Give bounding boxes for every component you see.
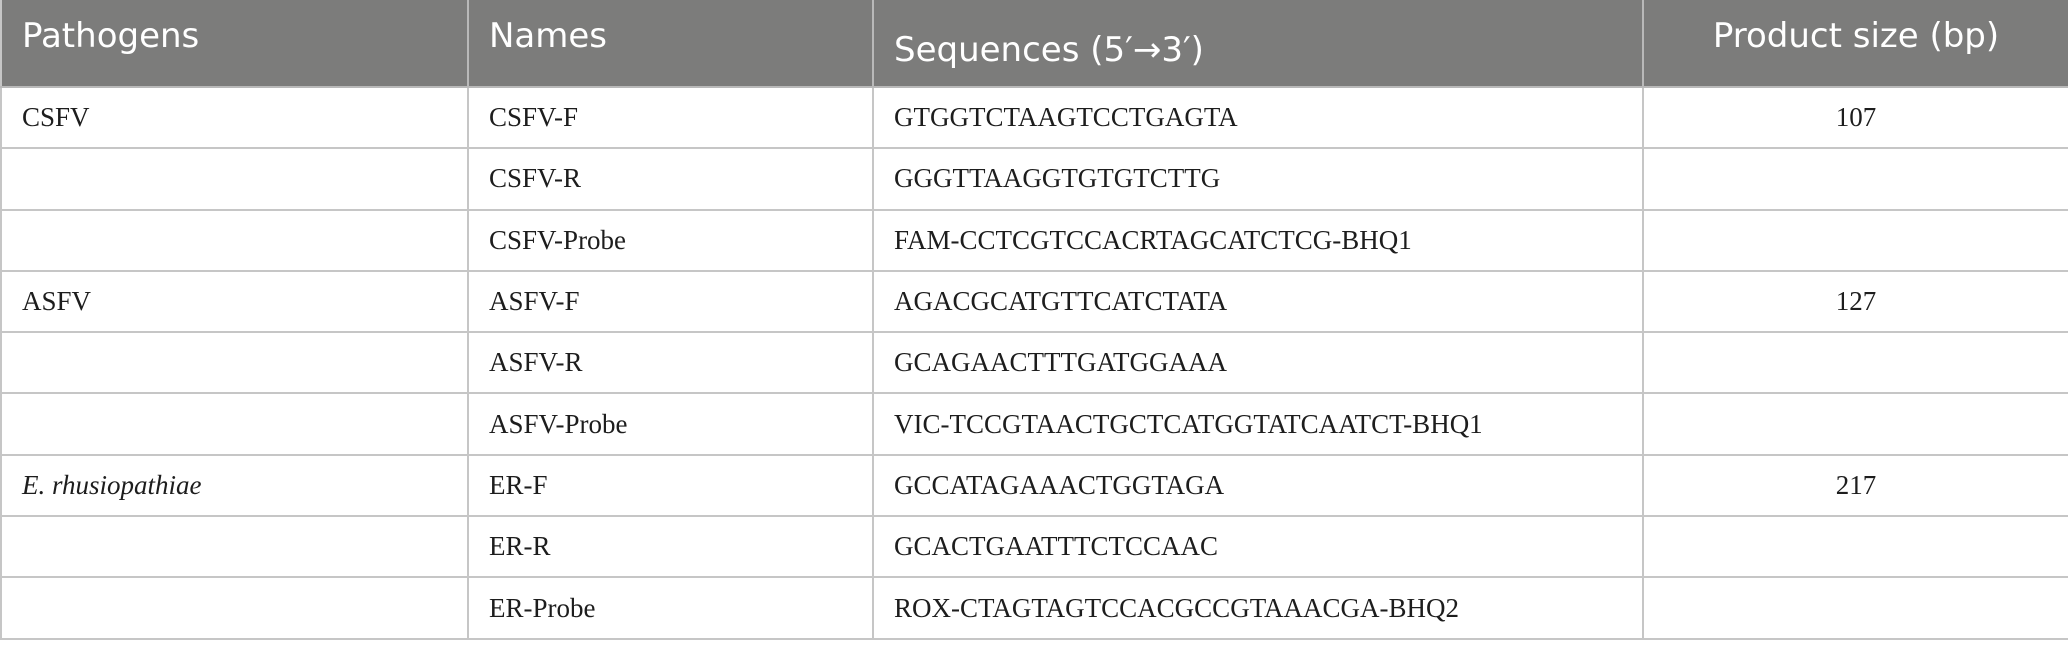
primer-table: Pathogens Names Sequences (5′→3′) Produc… <box>0 0 2068 640</box>
product-size-cell: 127 <box>1642 269 2068 334</box>
product-size-cell <box>1642 147 2068 211</box>
product-size-cell: 107 <box>1642 85 2068 150</box>
primer-name-cell: ER-R <box>467 515 874 579</box>
product-size-cell <box>1642 331 2068 395</box>
primer-name-cell: CSFV-R <box>467 147 874 211</box>
sequence-cell: GCAGAACTTTGATGGAAA <box>872 331 1644 395</box>
table-row: CSFV-Probe FAM-CCTCGTCCACRTAGCATCTCG-BHQ… <box>0 208 2068 272</box>
pathogen-cell <box>0 331 469 395</box>
primer-name-cell: ASFV-R <box>467 331 874 395</box>
sequence-cell: VIC-TCCGTAACTGCTCATGGTATCAATCT-BHQ1 <box>872 392 1644 456</box>
product-size-cell: 217 <box>1642 453 2068 518</box>
primer-name-cell: ASFV-Probe <box>467 392 874 456</box>
header-sequences: Sequences (5′→3′) <box>873 0 1644 88</box>
table-row: ASFV ASFV-F AGACGCATGTTCATCTATA 127 <box>0 269 2068 334</box>
table-row: ASFV-Probe VIC-TCCGTAACTGCTCATGGTATCAATC… <box>0 392 2068 456</box>
header-product-size: Product size (bp) <box>1643 0 2068 88</box>
pathogen-cell <box>0 515 469 579</box>
product-size-cell <box>1642 392 2068 456</box>
table-row: ER-Probe ROX-CTAGTAGTCCACGCCGTAAACGA-BHQ… <box>0 576 2068 640</box>
product-size-cell <box>1642 515 2068 579</box>
table-header: Pathogens Names Sequences (5′→3′) Produc… <box>1 0 2068 88</box>
table-row: CSFV CSFV-F GTGGTCTAAGTCCTGAGTA 107 <box>0 85 2068 150</box>
pathogen-cell <box>0 576 469 640</box>
sequence-cell: GGGTTAAGGTGTGTCTTG <box>872 147 1644 211</box>
pathogen-cell: ASFV <box>0 269 469 334</box>
header-pathogens: Pathogens <box>1 0 469 88</box>
sequence-cell: GCCATAGAAACTGGTAGA <box>872 453 1644 518</box>
table-row: E. rhusiopathiae ER-F GCCATAGAAACTGGTAGA… <box>0 453 2068 518</box>
sequence-cell: GCACTGAATTTCTCCAAC <box>872 515 1644 579</box>
pathogen-cell <box>0 392 469 456</box>
table-body: CSFV CSFV-F GTGGTCTAAGTCCTGAGTA 107 CSFV… <box>0 85 2068 640</box>
table-row: ASFV-R GCAGAACTTTGATGGAAA <box>0 331 2068 395</box>
sequence-cell: ROX-CTAGTAGTCCACGCCGTAAACGA-BHQ2 <box>872 576 1644 640</box>
product-size-cell <box>1642 576 2068 640</box>
pathogen-cell <box>0 147 469 211</box>
product-size-cell <box>1642 208 2068 272</box>
sequence-cell: AGACGCATGTTCATCTATA <box>872 269 1644 334</box>
pathogen-cell: CSFV <box>0 85 469 150</box>
sequence-cell: FAM-CCTCGTCCACRTAGCATCTCG-BHQ1 <box>872 208 1644 272</box>
primer-name-cell: CSFV-F <box>467 85 874 150</box>
primer-name-cell: CSFV-Probe <box>467 208 874 272</box>
sequence-cell: GTGGTCTAAGTCCTGAGTA <box>872 85 1644 150</box>
pathogen-cell <box>0 208 469 272</box>
table-row: ER-R GCACTGAATTTCTCCAAC <box>0 515 2068 579</box>
primer-name-cell: ER-F <box>467 453 874 518</box>
primer-name-cell: ER-Probe <box>467 576 874 640</box>
primer-name-cell: ASFV-F <box>467 269 874 334</box>
header-row: Pathogens Names Sequences (5′→3′) Produc… <box>1 0 2068 88</box>
header-names: Names <box>468 0 874 88</box>
pathogen-cell: E. rhusiopathiae <box>0 453 469 518</box>
table-row: CSFV-R GGGTTAAGGTGTGTCTTG <box>0 147 2068 211</box>
